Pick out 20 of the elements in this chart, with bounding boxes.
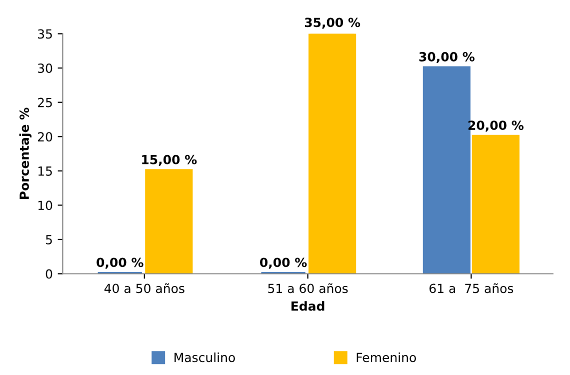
- legend-label: Masculino: [174, 352, 235, 362]
- y-tick-label: 0: [46, 269, 52, 279]
- x-axis-title: Edad: [292, 301, 324, 311]
- y-tick-label: 25: [38, 98, 52, 108]
- y-tick-label: 35: [38, 29, 52, 39]
- y-axis-title: Porcentaje %: [19, 108, 32, 199]
- y-tick-label: 30: [38, 64, 52, 73]
- y-tick-label: 10: [38, 200, 52, 210]
- data-label: 0,00 %: [260, 258, 307, 269]
- data-label: 30,00 %: [419, 52, 474, 64]
- x-tick-label: 40 a 50 años: [104, 283, 184, 294]
- data-label: 35,00 %: [304, 18, 360, 29]
- data-label: 15,00 %: [142, 154, 197, 166]
- y-tick-label: 15: [38, 166, 52, 176]
- y-tick-label: 5: [46, 235, 52, 244]
- legend-label: Femenino: [356, 352, 416, 362]
- x-tick-label: 61 a 75 años: [430, 283, 514, 294]
- y-tick-label: 20: [38, 132, 52, 142]
- x-tick-label: 51 a 60 años: [268, 283, 348, 294]
- data-label: 0,00 %: [96, 258, 144, 269]
